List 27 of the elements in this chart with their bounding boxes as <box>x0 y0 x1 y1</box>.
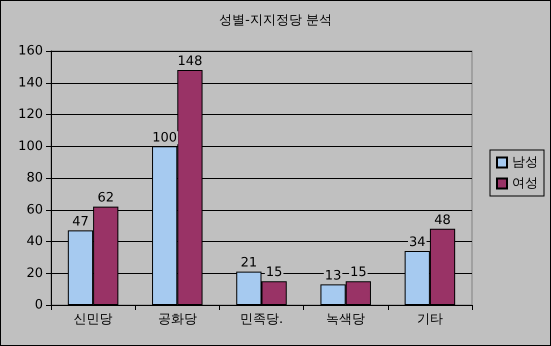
legend-label: 여성 <box>512 176 538 191</box>
data-label: 148 <box>178 54 202 70</box>
data-label: 15 <box>266 265 282 280</box>
y-tick-label: 60 <box>26 202 43 218</box>
y-tick-label: 160 <box>18 44 43 58</box>
y-tick-label: 20 <box>26 266 43 281</box>
x-tick-label: 신민당 <box>74 312 113 327</box>
x-tick-label: 기타 <box>416 312 443 327</box>
legend-label: 남성 <box>512 155 538 170</box>
y-tick-label: 100 <box>18 138 43 154</box>
data-label: 15 <box>350 265 367 280</box>
data-label: 21 <box>240 256 258 271</box>
data-label: 13 <box>324 268 342 284</box>
y-tick-label: 0 <box>34 298 43 312</box>
y-tick-label: 120 <box>18 107 43 122</box>
y-tick-label: 40 <box>26 234 43 249</box>
y-tick-label: 140 <box>18 75 43 90</box>
x-tick-label: 공화당 <box>158 312 197 327</box>
data-label: 100 <box>152 130 178 146</box>
x-tick-label: 녹색당 <box>326 312 366 327</box>
y-tick-label: 80 <box>26 170 43 186</box>
data-label: 47 <box>72 214 89 230</box>
x-tick-label: 민족당. <box>240 312 284 327</box>
data-label: 48 <box>434 212 451 228</box>
chart-title: 성별-지지정당 분석 <box>219 13 332 28</box>
data-label: 62 <box>97 190 114 206</box>
data-label: 34 <box>408 235 426 250</box>
